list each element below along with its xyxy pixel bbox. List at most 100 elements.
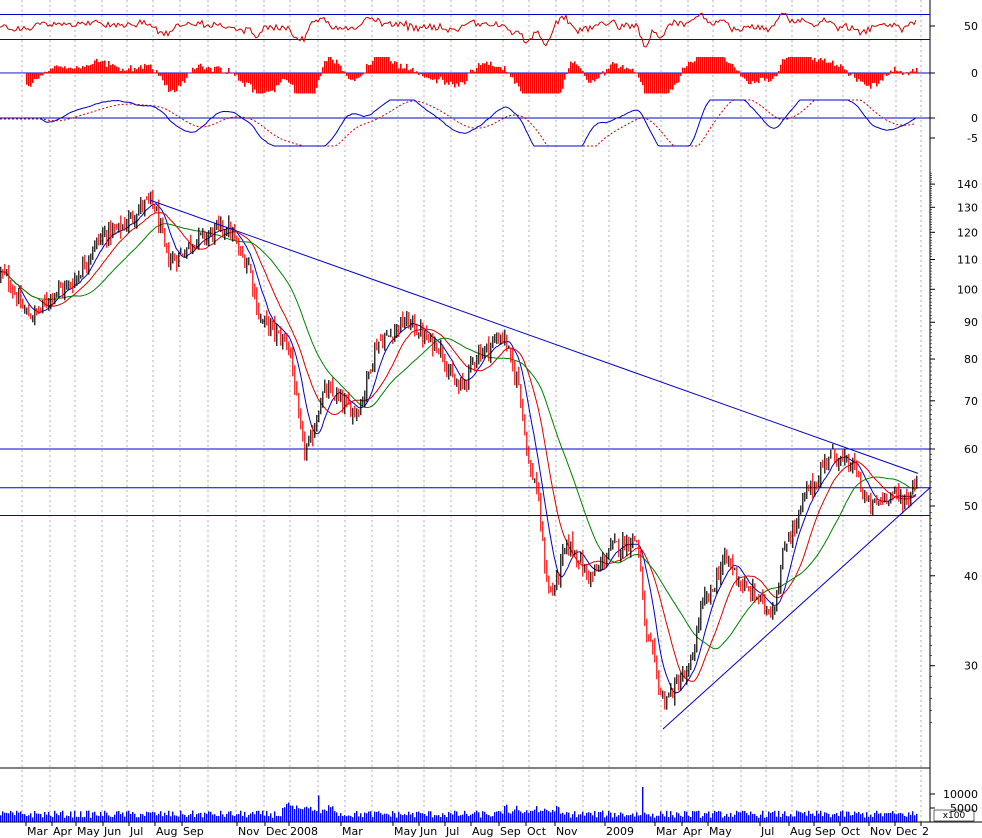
histogram-bar <box>668 73 670 94</box>
volume-bar <box>116 811 118 822</box>
volume-bar <box>452 814 454 822</box>
volume-bar <box>62 810 64 822</box>
volume-bar <box>12 812 14 822</box>
histogram-bar <box>542 73 544 94</box>
volume-bar <box>866 812 868 822</box>
volume-bar <box>332 806 334 822</box>
time-axis-label: Jun <box>419 825 437 838</box>
volume-bar <box>410 814 412 822</box>
histogram-bar <box>262 73 264 94</box>
volume-bar <box>660 811 662 822</box>
histogram-bar <box>496 66 498 74</box>
histogram-bar <box>882 73 884 81</box>
volume-bar <box>800 812 802 822</box>
histogram-bar <box>362 73 364 75</box>
volume-bar <box>856 813 858 822</box>
histogram-bar <box>326 61 328 74</box>
volume-bar <box>268 816 270 822</box>
histogram-bar <box>760 73 762 78</box>
histogram-bar <box>270 73 272 91</box>
histogram-bar <box>734 67 736 74</box>
volume-bar <box>670 811 672 822</box>
volume-bar <box>286 803 288 822</box>
volume-bar <box>318 795 320 822</box>
histogram-bar <box>80 68 82 74</box>
histogram-bar <box>800 57 802 74</box>
histogram-bar <box>416 71 418 74</box>
histogram-bar <box>390 61 392 74</box>
volume-bar <box>518 810 520 822</box>
oscillator-panel <box>0 99 930 147</box>
histogram-bar <box>66 68 68 74</box>
histogram-bar <box>500 67 502 74</box>
volume-bar <box>696 811 698 822</box>
histogram-bar <box>220 67 222 74</box>
volume-bar <box>168 810 170 822</box>
volume-bar <box>710 817 712 822</box>
volume-bar <box>522 813 524 822</box>
volume-bar <box>722 817 724 822</box>
volume-bar <box>264 815 266 822</box>
volume-bar <box>914 815 916 822</box>
volume-bar <box>778 810 780 822</box>
histogram-bar <box>512 73 514 78</box>
volume-bar <box>744 810 746 822</box>
volume-bar <box>708 811 710 822</box>
volume-bar <box>634 816 636 822</box>
time-axis-label: 2009 <box>606 825 634 838</box>
histogram-bar <box>596 73 598 80</box>
histogram-bar <box>68 67 70 74</box>
volume-bar <box>636 812 638 822</box>
volume-bar <box>762 810 764 822</box>
histogram-bar <box>814 57 816 74</box>
histogram-bar <box>798 57 800 74</box>
histogram-bar <box>732 64 734 74</box>
histogram-bar <box>432 73 434 80</box>
histogram-bar <box>670 73 672 90</box>
volume-bar <box>760 814 762 822</box>
volume-bar <box>832 814 834 822</box>
histogram-bar <box>414 72 416 74</box>
volume-bar <box>652 813 654 822</box>
histogram-bar <box>396 61 398 74</box>
volume-bar <box>574 811 576 822</box>
volume-bar <box>474 812 476 822</box>
histogram-bar <box>102 61 104 74</box>
volume-bar <box>104 810 106 822</box>
volume-bar <box>512 811 514 822</box>
histogram-bar <box>910 71 912 74</box>
histogram-bar <box>240 73 242 82</box>
volume-bar <box>690 816 692 822</box>
volume-bar <box>404 814 406 822</box>
histogram-bar <box>840 64 842 74</box>
volume-bar <box>2 811 4 822</box>
volume-bar <box>450 813 452 822</box>
histogram-bar <box>144 63 146 74</box>
volume-bar <box>560 813 562 822</box>
volume-bar <box>532 810 534 822</box>
histogram-bar <box>56 65 58 74</box>
histogram-bar <box>640 73 642 83</box>
histogram-bar <box>772 73 774 80</box>
histogram-bar <box>342 71 344 74</box>
histogram-bar <box>666 73 668 94</box>
volume-bar <box>44 811 46 822</box>
histogram-bar <box>554 73 556 94</box>
histogram-bar <box>526 73 528 94</box>
volume-bar <box>484 811 486 822</box>
volume-bar <box>400 814 402 822</box>
volume-bar <box>862 813 864 822</box>
volume-bar <box>122 812 124 822</box>
volume-bar <box>824 812 826 822</box>
volume-bar <box>312 810 314 822</box>
histogram-bar <box>460 73 462 82</box>
histogram-bar <box>810 57 812 74</box>
histogram-bar <box>904 72 906 74</box>
histogram-bar <box>572 63 574 74</box>
histogram-bar <box>704 57 706 74</box>
histogram-bar <box>206 67 208 74</box>
histogram-bar <box>352 73 354 80</box>
volume-bar <box>822 816 824 822</box>
volume-bar <box>470 814 472 822</box>
histogram-bar <box>198 64 200 74</box>
